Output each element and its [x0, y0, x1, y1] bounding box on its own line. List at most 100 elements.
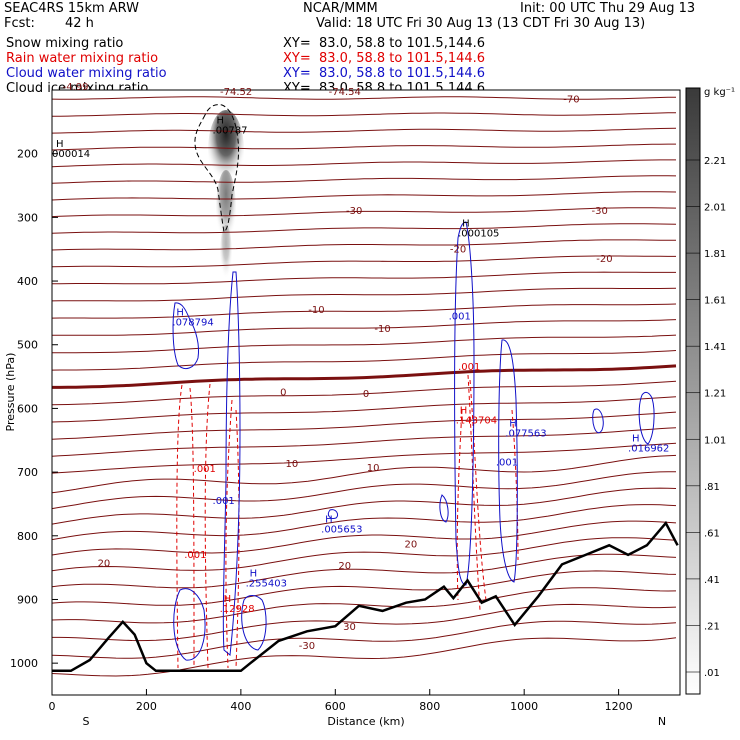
x-tick-label: 200 — [136, 700, 157, 713]
max-value-label: .143704 — [456, 416, 497, 427]
south-end-label: S — [83, 715, 90, 728]
colorbar-label: .81 — [704, 482, 720, 493]
colorbar-bar — [685, 87, 701, 695]
colorbar-label: 1.01 — [704, 435, 726, 446]
colorbar-label: .21 — [704, 621, 720, 632]
y-axis-ticks: 200 300 400 500 600 700 800 900 1000 — [10, 148, 58, 670]
max-value-label: .077563 — [505, 428, 546, 439]
max-marker: H — [325, 515, 333, 526]
colorbar-label: .61 — [704, 528, 720, 539]
x-tick-label: 400 — [230, 700, 251, 713]
cloudwater-contours — [172, 221, 655, 661]
contour-value-labels: .001 .001 .001 .001 .001 .001 — [184, 311, 518, 561]
isotherm-line — [51, 570, 677, 606]
contour-label: .001 — [213, 496, 235, 507]
y-tick-label: 1000 — [10, 657, 38, 670]
colorbar-label: 1.41 — [704, 342, 726, 353]
max-marker: H — [56, 139, 64, 150]
x-tick-label: 1200 — [605, 700, 633, 713]
max-marker: H — [462, 218, 470, 229]
isotherm-line — [51, 350, 677, 371]
isotherm-line — [52, 603, 677, 642]
isotherm-line — [51, 159, 676, 168]
field-cloudwater-xy: XY= 83.0, 58.8 to 101.5,144.6 — [283, 66, 486, 81]
fcst-value: 42 h — [65, 16, 94, 31]
plot-area — [52, 90, 680, 695]
isotherm-line — [51, 520, 677, 556]
x-tick-label: 600 — [325, 700, 346, 713]
isotherm-line — [51, 96, 677, 100]
isotherm-label: -30 — [346, 206, 362, 217]
isotherm-labels: -4.99 -74.52 -74.54 -70 -30 -30 -20 -20 -10 -10 0 0… — [63, 82, 613, 652]
isotherm-line — [51, 471, 676, 510]
colorbar-labels: 2.21 2.01 1.81 1.61 1.41 1.21 1.01 .81 .61 .41 .21… — [686, 156, 726, 679]
x-tick-label: 1000 — [510, 700, 538, 713]
x-tick-label: 800 — [419, 700, 440, 713]
isotherm-label: 20 — [338, 561, 351, 572]
isotherm-line — [51, 442, 677, 474]
max-value-label: .000105 — [458, 228, 499, 239]
center-name: NCAR/MMM — [303, 1, 378, 16]
isotherm-line — [51, 454, 677, 494]
max-marker: H — [176, 308, 184, 319]
isotherm-label: -30 — [592, 206, 608, 217]
terrain-line — [52, 520, 679, 673]
isotherm-label: 20 — [404, 539, 417, 550]
isotherm-line — [51, 303, 677, 319]
colorbar-label: .01 — [704, 668, 720, 679]
colorbar-label: .41 — [704, 575, 720, 586]
colorbar-label: 1.61 — [704, 296, 726, 307]
x-axis-ticks: 0 200 400 600 800 1000 1200 — [49, 689, 633, 713]
contour-label: .001 — [194, 464, 216, 475]
contour-label: .001 — [449, 311, 471, 322]
field-cloudwater-label: Cloud water mixing ratio — [6, 66, 167, 81]
init-time: Init: 00 UTC Thu 29 Aug 13 — [520, 1, 696, 16]
colorbar: g kg⁻¹ 2.21 2.01 1.81 1.61 1.41 1.21 1.01 .81 .6… — [685, 87, 735, 695]
max-marker: H — [509, 418, 517, 429]
isotherm-line — [51, 191, 677, 201]
contour-label: .001 — [184, 550, 206, 561]
field-snow-label: Snow mixing ratio — [6, 36, 124, 51]
isotherm-line — [51, 504, 677, 541]
isotherm-label: -74.52 — [220, 87, 252, 98]
isotherm-label: 0 — [280, 388, 286, 399]
y-tick-label: 400 — [17, 275, 38, 288]
max-marker: H — [224, 594, 232, 605]
isotherm-line — [51, 239, 676, 251]
north-end-label: N — [658, 715, 666, 728]
max-value-label: .016962 — [628, 444, 669, 455]
isotherm-label: -30 — [299, 641, 315, 652]
valid-time: Valid: 18 UTC Fri 30 Aug 13 (13 CDT Fri … — [316, 16, 646, 31]
isotherm-line — [51, 396, 677, 423]
isotherm-line — [51, 411, 677, 440]
field-rain-label: Rain water mixing ratio — [6, 51, 159, 66]
max-marker: H — [217, 115, 225, 126]
max-value-label: .005653 — [321, 525, 362, 536]
max-value-label: .078794 — [172, 318, 213, 329]
isotherm-line — [51, 223, 677, 234]
y-tick-label: 300 — [17, 211, 38, 224]
isotherm-line — [51, 255, 676, 268]
isotherm-line — [51, 207, 677, 218]
isotherm-line — [51, 287, 677, 302]
isotherm-label: -20 — [596, 254, 612, 265]
max-marker: H — [460, 406, 468, 417]
colorbar-label: 1.21 — [704, 389, 726, 400]
max-value-label: .00787 — [213, 125, 248, 136]
freezing-isotherm — [52, 364, 677, 389]
isotherm-label: 10 — [286, 459, 299, 470]
isotherm-line — [51, 487, 677, 525]
isotherm-line — [52, 112, 677, 117]
isotherm-line — [51, 175, 677, 184]
isotherm-label: -4.99 — [63, 82, 89, 93]
y-tick-label: 500 — [17, 339, 38, 352]
max-value-label: .255403 — [246, 579, 287, 590]
max-value-label: 000014 — [52, 149, 90, 160]
field-rain-xy: XY= 83.0, 58.8 to 101.5,144.6 — [283, 51, 486, 66]
max-marker: H — [632, 434, 640, 445]
isotherm-label: 0 — [363, 389, 369, 400]
y-tick-label: 200 — [17, 148, 38, 161]
snow-shading — [208, 110, 244, 285]
isotherm-lines — [51, 96, 677, 677]
